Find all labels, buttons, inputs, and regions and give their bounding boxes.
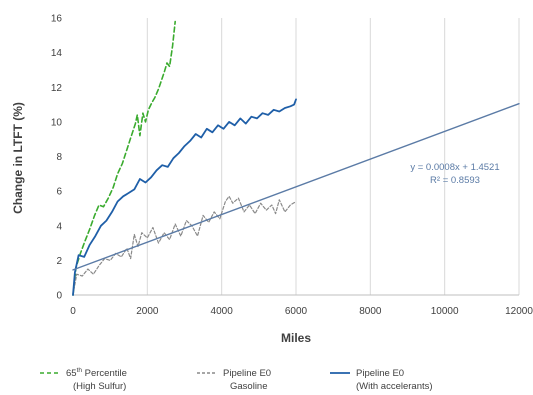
- legend-label-65th-percentile: 65th Percentile: [66, 367, 127, 379]
- series-trendline: [72, 102, 520, 271]
- legend-label-65th-percentile-sup: th: [77, 367, 83, 374]
- legend-item-65th-percentile: 65th Percentile (High Sulfur): [40, 367, 127, 392]
- x-tick-0: 0: [70, 306, 76, 317]
- x-tick-6000: 6000: [285, 306, 308, 317]
- y-tick-6: 6: [56, 187, 62, 198]
- legend-label-pipeline-e0-gasoline: Pipeline E0: [223, 368, 271, 379]
- series-pipeline-e0-gasoline: [72, 195, 297, 296]
- x-tick-8000: 8000: [359, 306, 382, 317]
- legend-item-pipeline-e0-gasoline: Pipeline E0 Gasoline: [197, 368, 271, 392]
- x-tick-10000: 10000: [431, 306, 459, 317]
- y-tick-16: 16: [51, 14, 63, 25]
- legend-sublabel-pipeline-e0-gasoline: Gasoline: [230, 381, 268, 392]
- legend-label-pipeline-e0-accelerants: Pipeline E0: [356, 368, 404, 379]
- x-axis-title: Miles: [281, 331, 311, 345]
- gridlines: [146, 18, 520, 295]
- y-tick-10: 10: [51, 117, 63, 128]
- x-tick-labels: 0 2000 4000 6000 8000 10000 12000: [70, 306, 533, 317]
- x-tick-12000: 12000: [505, 306, 533, 317]
- y-tick-labels: 0 2 4 6 8 10 12 14 16: [51, 14, 63, 302]
- legend-item-pipeline-e0-accelerants: Pipeline E0 (With accelerants): [330, 368, 433, 392]
- x-tick-2000: 2000: [136, 306, 159, 317]
- y-tick-14: 14: [51, 48, 63, 59]
- series-layer: [72, 20, 520, 296]
- series-pipeline-e0-accelerants: [72, 98, 297, 296]
- y-tick-4: 4: [56, 221, 62, 232]
- y-tick-0: 0: [56, 291, 62, 302]
- y-tick-2: 2: [56, 256, 62, 267]
- legend-label-65th-percentile-prefix: 65: [66, 368, 77, 379]
- y-tick-8: 8: [56, 152, 62, 163]
- x-tick-4000: 4000: [211, 306, 234, 317]
- y-axis-title: Change in LTFT (%): [11, 102, 25, 214]
- y-tick-12: 12: [51, 83, 63, 94]
- trendline-r-squared: R² = 0.8593: [430, 175, 480, 186]
- series-65th-percentile: [72, 20, 176, 296]
- legend-sublabel-65th-percentile: (High Sulfur): [73, 381, 126, 392]
- trendline-equation: y = 0.0008x + 1.4521: [410, 162, 499, 173]
- legend-sublabel-pipeline-e0-accelerants: (With accelerants): [356, 381, 433, 392]
- legend: 65th Percentile (High Sulfur) Pipeline E…: [40, 367, 433, 392]
- legend-label-65th-percentile-rest: Percentile: [82, 368, 127, 379]
